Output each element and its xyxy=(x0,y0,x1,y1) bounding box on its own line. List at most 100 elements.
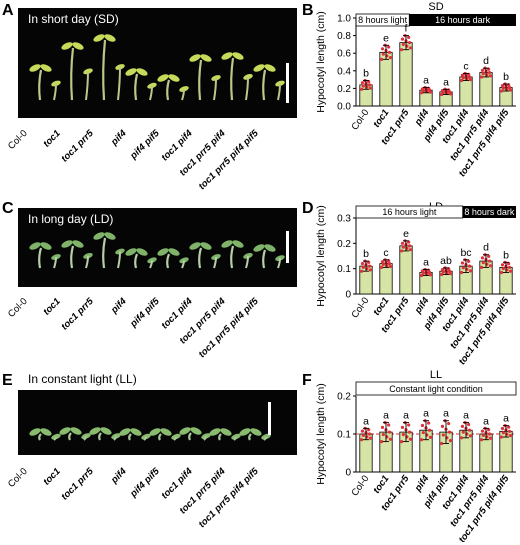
data-point xyxy=(381,52,385,56)
data-point xyxy=(387,262,392,266)
data-point xyxy=(368,436,373,440)
data-point xyxy=(488,74,493,78)
seedling-stem xyxy=(70,245,75,269)
panel-letter-f: F xyxy=(302,372,312,389)
seedling-leaf xyxy=(93,34,105,42)
data-point xyxy=(459,436,464,440)
seedling-leaf xyxy=(29,428,41,436)
data-point xyxy=(419,273,424,278)
data-point xyxy=(507,262,511,266)
data-point xyxy=(388,437,393,441)
data-point xyxy=(507,265,512,269)
data-point xyxy=(448,439,453,443)
data-point xyxy=(459,270,464,275)
data-point xyxy=(381,262,385,267)
data-point xyxy=(508,434,513,438)
seedling-leaf xyxy=(147,257,157,264)
seedling-leaf xyxy=(200,54,212,62)
data-point xyxy=(499,435,504,439)
seedling-leaf xyxy=(168,248,180,256)
seedling-leaf xyxy=(250,428,262,436)
data-point xyxy=(421,89,425,93)
seedling-stem xyxy=(248,433,252,441)
y-tick-label: 0.1 xyxy=(337,430,351,441)
chart-ll: LL Constant light condition 0 0.1 0.2 Hypocot… xyxy=(315,369,517,542)
data-point xyxy=(428,90,433,94)
photoperiod-light-bar xyxy=(355,381,517,396)
data-point xyxy=(368,268,373,272)
seedling-stem xyxy=(213,77,217,101)
data-point xyxy=(360,429,365,433)
data-point xyxy=(400,37,405,41)
y-tick-label: 0.2 xyxy=(337,392,351,403)
data-point xyxy=(361,84,365,88)
seedling-leaf xyxy=(179,257,189,264)
data-point xyxy=(481,261,485,265)
photoperiod-light-label: 16 hours light xyxy=(382,207,437,217)
seedling-leaf xyxy=(157,74,169,82)
data-point xyxy=(400,241,405,245)
seedling-leaf xyxy=(61,42,73,50)
x-tick-label: Col-0 xyxy=(349,295,371,320)
seedling-stem xyxy=(38,433,42,441)
data-point xyxy=(479,265,484,269)
significance-letter: ab xyxy=(440,255,452,267)
data-point xyxy=(459,78,464,83)
seedling-leaf xyxy=(253,244,265,252)
seedling-stem xyxy=(53,256,57,269)
data-point xyxy=(441,90,445,95)
seedling-leaf xyxy=(83,252,93,259)
seedlings xyxy=(29,232,285,269)
seedling-leaf xyxy=(200,242,212,250)
data-point xyxy=(379,265,384,269)
significance-letter: c xyxy=(463,60,468,72)
data-point xyxy=(408,46,413,50)
data-point xyxy=(359,87,364,91)
significance-letter: a xyxy=(503,413,509,425)
data-point xyxy=(399,249,404,253)
data-point xyxy=(387,423,391,427)
seedling-stem xyxy=(128,433,132,441)
seedling-leaf xyxy=(104,232,116,240)
seedling-stem xyxy=(70,47,75,101)
seedling-leaf xyxy=(157,248,169,256)
data-point xyxy=(467,264,472,268)
y-tick-label: 0.2 xyxy=(337,84,351,95)
photo-title-ld: In long day (LD) xyxy=(28,212,114,226)
significance-letter: c xyxy=(383,247,388,259)
data-point xyxy=(508,88,513,92)
seedling-stem xyxy=(181,260,185,269)
significance-letter: a xyxy=(423,256,429,268)
data-point xyxy=(501,86,505,90)
seedling-leaf xyxy=(72,240,84,248)
seedling-stem xyxy=(213,256,217,269)
significance-letter: a xyxy=(403,410,409,422)
significance-letter: a xyxy=(363,415,369,427)
y-tick-label: 1.0 xyxy=(337,14,351,25)
seedling-stem xyxy=(85,255,89,269)
photo-title-sd: In short day (SD) xyxy=(28,12,119,26)
panel-letter-c: C xyxy=(2,200,14,217)
data-point xyxy=(407,430,412,434)
x-tick-label: Col-0 xyxy=(349,107,371,132)
seedling-leaf xyxy=(221,52,233,60)
seedling-leaf xyxy=(209,428,221,436)
data-point xyxy=(407,244,412,248)
seedling-stem xyxy=(53,436,57,441)
data-point xyxy=(467,259,471,263)
data-point xyxy=(401,42,405,47)
seedling-stem xyxy=(117,66,121,101)
seedling-stem xyxy=(85,71,89,101)
y-tick-label: 0 xyxy=(345,290,351,301)
data-point xyxy=(507,429,512,433)
data-point xyxy=(467,428,472,432)
seedling-stem xyxy=(230,57,235,101)
seedling-stem xyxy=(117,251,121,269)
data-point xyxy=(487,428,491,432)
chart-title: SD xyxy=(428,1,443,13)
seedling-stem xyxy=(218,433,222,441)
seedling-leaf xyxy=(239,428,251,436)
seedling-leaf xyxy=(220,428,232,436)
seedling-stem xyxy=(181,88,185,101)
seedling-stem xyxy=(53,83,57,101)
